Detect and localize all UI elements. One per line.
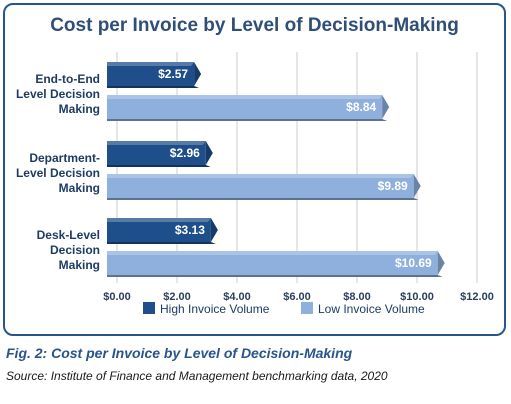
bar-top-bevel	[107, 62, 195, 66]
category-label: Making	[59, 181, 100, 195]
bar-face	[107, 174, 414, 198]
bar-top-bevel	[107, 141, 206, 145]
bar-end	[413, 174, 421, 198]
figure-source: Source: Institute of Finance and Managem…	[6, 369, 388, 383]
bar-face	[107, 95, 383, 119]
labels: $0.00 $2.00 $4.00 $6.00 $8.00 $10.00 $12.00 $2.…	[16, 67, 494, 303]
x-tick-label: $10.00	[400, 291, 434, 303]
bars	[107, 62, 445, 277]
data-label: $9.89	[378, 179, 408, 193]
bar-shadow	[107, 275, 443, 277]
bar-shadow	[107, 119, 388, 121]
data-label: $3.13	[175, 223, 205, 237]
bar-shadow	[107, 165, 211, 167]
bar-top-bevel	[107, 218, 211, 222]
data-label: $2.96	[170, 146, 200, 160]
x-tick-label: $8.00	[343, 291, 371, 303]
category-label: Making	[59, 258, 100, 272]
bar-end	[437, 251, 445, 275]
legend-label: High Invoice Volume	[160, 302, 270, 316]
bar-shadow	[107, 198, 419, 200]
grid-lines	[116, 52, 478, 283]
bar-high-volume	[107, 141, 213, 167]
bar-chart: $0.00 $2.00 $4.00 $6.00 $8.00 $10.00 $12.00 $2.…	[16, 52, 494, 316]
data-label: $2.57	[158, 67, 188, 81]
bar-face	[107, 218, 211, 242]
bar-top-bevel	[107, 174, 414, 178]
bar-end	[382, 95, 390, 119]
legend: High Invoice Volume Low Invoice Volume	[143, 302, 425, 316]
legend-label: Low Invoice Volume	[318, 302, 425, 316]
data-label: $8.84	[346, 100, 376, 114]
bar-low-volume	[107, 174, 421, 200]
chart-frame: Cost per Invoice by Level of Decision-Ma…	[3, 3, 506, 336]
x-tick-label: $4.00	[223, 291, 251, 303]
bar-face	[107, 141, 206, 165]
category-label: End-to-End	[35, 72, 100, 86]
data-label: $10.69	[395, 256, 432, 270]
category-label: Desk-Level	[37, 228, 100, 242]
category-label: Making	[59, 102, 100, 116]
category-label: Level Decision	[16, 166, 100, 180]
category-label: Level Decision	[16, 87, 100, 101]
figure-caption: Fig. 2: Cost per Invoice by Level of Dec…	[6, 345, 353, 361]
bar-high-volume	[107, 218, 218, 244]
bar-face	[107, 251, 438, 275]
legend-swatch-low	[301, 302, 313, 314]
bar-end	[205, 141, 213, 165]
x-tick-label: $2.00	[163, 291, 191, 303]
category-label: Decision	[50, 243, 100, 257]
bar-end	[210, 218, 218, 242]
bar-shadow	[107, 86, 200, 88]
chart-title: Cost per Invoice by Level of Decision-Ma…	[50, 15, 459, 36]
bar-high-volume	[107, 62, 202, 88]
x-tick-label: $0.00	[103, 291, 131, 303]
bar-face	[107, 62, 195, 86]
bar-low-volume	[107, 95, 390, 121]
x-tick-label: $6.00	[283, 291, 311, 303]
bar-shadow	[107, 242, 216, 244]
bar-top-bevel	[107, 95, 383, 99]
legend-swatch-high	[143, 302, 155, 314]
x-tick-label: $12.00	[460, 291, 494, 303]
category-label: Department-	[29, 151, 100, 165]
bar-low-volume	[107, 251, 445, 277]
bar-top-bevel	[107, 251, 438, 255]
bar-end	[194, 62, 202, 86]
